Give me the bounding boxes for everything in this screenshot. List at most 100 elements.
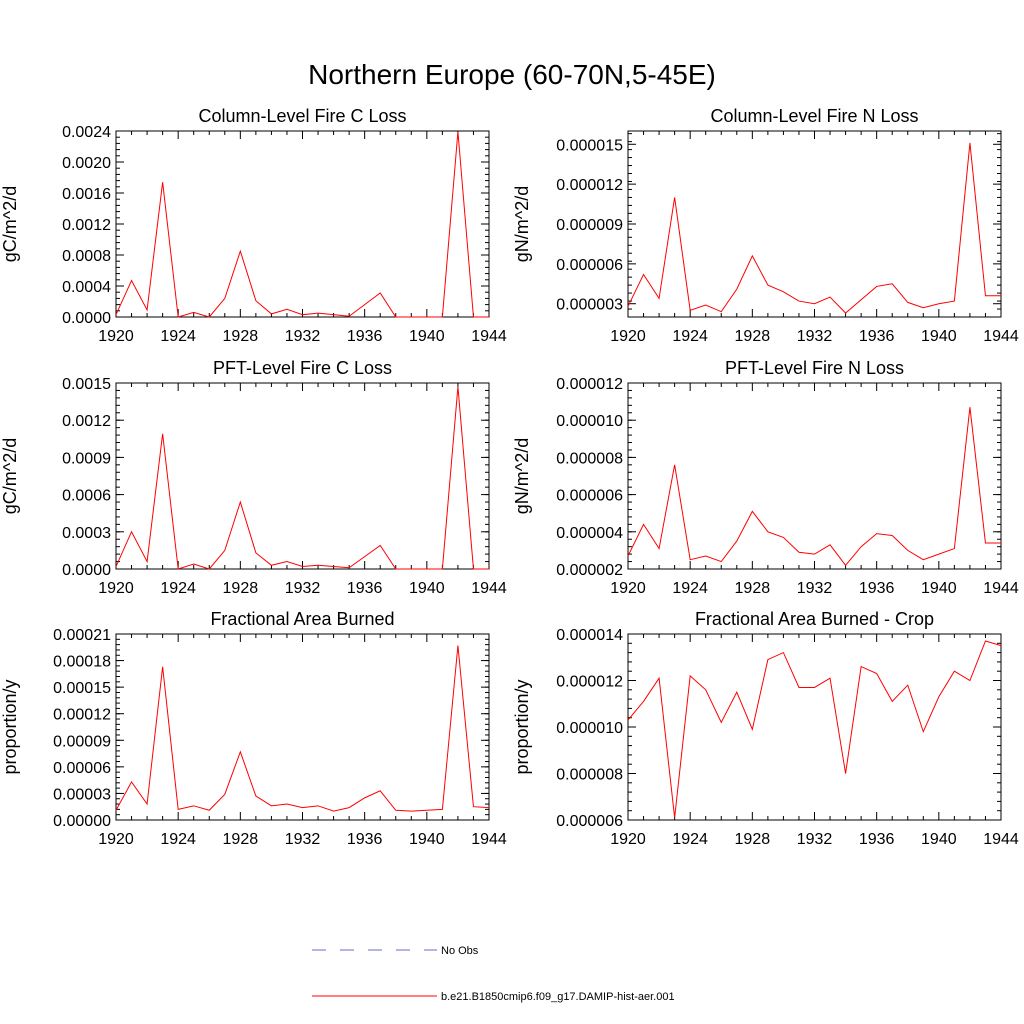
x-tick-label: 1944: [983, 580, 1019, 597]
y-tick-label: 0.000004: [556, 525, 623, 542]
panel-5: Fractional Area Burned proportion/y 1920 19…: [0, 609, 507, 848]
panel-4: PFT-Level Fire N Loss gN/m^2/d 1920 1924 192…: [512, 358, 1019, 597]
x-tick-label: 1932: [797, 580, 833, 597]
y-tick-label: 0.000010: [556, 413, 623, 430]
x-tick-label: 1944: [471, 328, 507, 345]
y-tick-label: 0.00006: [53, 760, 111, 777]
panel-3: PFT-Level Fire C Loss gC/m^2/d 1920 1924 192…: [0, 358, 507, 597]
x-tick-label: 1928: [223, 580, 259, 597]
plot-frame: [115, 382, 490, 570]
series-line: [627, 142, 1001, 314]
y-tick-label: 0.0009: [62, 450, 111, 467]
y-axis-label: proportion/y: [512, 679, 532, 774]
x-tick-label: 1936: [347, 580, 383, 597]
panel-title: PFT-Level Fire C Loss: [213, 358, 392, 378]
x-tick-label: 1932: [797, 831, 833, 848]
x-tick-label: 1928: [735, 580, 771, 597]
x-tick-label: 1940: [921, 328, 957, 345]
legend-label-obs: No Obs: [441, 945, 479, 957]
y-axis-label: gN/m^2/d: [512, 438, 532, 514]
series-line: [115, 386, 489, 570]
x-tick-label: 1940: [921, 580, 957, 597]
y-tick-label: 0.00000: [53, 813, 111, 830]
x-tick-label: 1924: [672, 580, 708, 597]
y-tick-label: 0.000006: [556, 257, 623, 274]
plot-frame: [627, 382, 1002, 570]
panel-title: Fractional Area Burned: [210, 609, 394, 629]
panel-6: Fractional Area Burned - Crop proportion/…: [512, 609, 1019, 848]
panels: Column-Level Fire C Loss gC/m^2/d 1920 1924…: [0, 106, 1019, 848]
panel-2: Column-Level Fire N Loss gN/m^2/d 1920 1924…: [512, 106, 1019, 345]
y-tick-label: 0.00012: [53, 707, 111, 724]
y-tick-label: 0.000006: [556, 813, 623, 830]
x-tick-label: 1928: [735, 328, 771, 345]
x-tick-label: 1936: [859, 831, 895, 848]
y-tick-label: 0.0000: [62, 562, 111, 579]
y-tick-label: 0.000003: [556, 297, 623, 314]
x-tick-label: 1928: [223, 831, 259, 848]
y-tick-label: 0.0003: [62, 525, 111, 542]
y-tick-label: 0.000008: [556, 767, 623, 784]
x-tick-label: 1920: [610, 328, 646, 345]
x-tick-label: 1936: [859, 580, 895, 597]
series-line: [627, 407, 1001, 567]
y-tick-label: 0.000002: [556, 562, 623, 579]
x-tick-label: 1924: [160, 328, 196, 345]
x-tick-label: 1932: [285, 328, 321, 345]
x-tick-label: 1928: [223, 328, 259, 345]
plot-frame: [115, 130, 490, 318]
y-tick-label: 0.00015: [53, 680, 111, 697]
x-tick-label: 1924: [160, 831, 196, 848]
y-tick-label: 0.0012: [62, 413, 111, 430]
y-tick-label: 0.0015: [62, 376, 111, 393]
panel-1: Column-Level Fire C Loss gC/m^2/d 1920 1924…: [0, 106, 507, 345]
y-tick-label: 0.000006: [556, 488, 623, 505]
x-tick-label: 1944: [471, 831, 507, 848]
series-line: [627, 640, 1002, 818]
x-tick-label: 1920: [98, 580, 134, 597]
y-tick-label: 0.000008: [556, 450, 623, 467]
y-tick-label: 0.0016: [62, 186, 111, 203]
y-tick-label: 0.00021: [53, 627, 111, 644]
series-line: [115, 131, 489, 318]
x-tick-label: 1944: [983, 831, 1019, 848]
x-tick-label: 1936: [347, 831, 383, 848]
y-tick-label: 0.000012: [556, 376, 623, 393]
x-tick-label: 1940: [921, 831, 957, 848]
x-tick-label: 1924: [160, 580, 196, 597]
series-line: [115, 645, 490, 812]
x-tick-label: 1936: [859, 328, 895, 345]
plot-frame: [627, 633, 1002, 821]
y-tick-label: 0.000010: [556, 720, 623, 737]
y-axis-label: gN/m^2/d: [512, 186, 532, 262]
x-tick-label: 1920: [98, 831, 134, 848]
y-tick-label: 0.000015: [556, 137, 623, 154]
y-tick-label: 0.000012: [556, 674, 623, 691]
x-tick-label: 1928: [735, 831, 771, 848]
x-tick-label: 1940: [409, 831, 445, 848]
y-axis-label: gC/m^2/d: [0, 186, 20, 262]
y-tick-label: 0.0004: [62, 279, 111, 296]
x-tick-label: 1932: [285, 580, 321, 597]
y-tick-label: 0.0006: [62, 488, 111, 505]
y-tick-label: 0.0020: [62, 155, 111, 172]
plot-frame: [115, 633, 490, 821]
x-tick-label: 1944: [471, 580, 507, 597]
y-tick-label: 0.00009: [53, 733, 111, 750]
y-axis-label: gC/m^2/d: [0, 438, 20, 514]
legend-label-model: b.e21.B1850cmip6.f09_g17.DAMIP-hist-aer.…: [441, 991, 675, 1003]
x-tick-label: 1924: [672, 328, 708, 345]
x-tick-label: 1924: [672, 831, 708, 848]
panel-title: PFT-Level Fire N Loss: [725, 358, 904, 378]
y-tick-label: 0.0008: [62, 248, 111, 265]
y-tick-label: 0.0012: [62, 217, 111, 234]
y-axis-label: proportion/y: [0, 679, 20, 774]
x-tick-label: 1940: [409, 580, 445, 597]
x-tick-label: 1940: [409, 328, 445, 345]
panel-title: Fractional Area Burned - Crop: [695, 609, 934, 629]
panel-title: Column-Level Fire N Loss: [710, 106, 918, 126]
y-tick-label: 0.0024: [62, 124, 111, 141]
figure-title: Northern Europe (60-70N,5-45E): [308, 59, 716, 90]
y-tick-label: 0.000012: [556, 177, 623, 194]
